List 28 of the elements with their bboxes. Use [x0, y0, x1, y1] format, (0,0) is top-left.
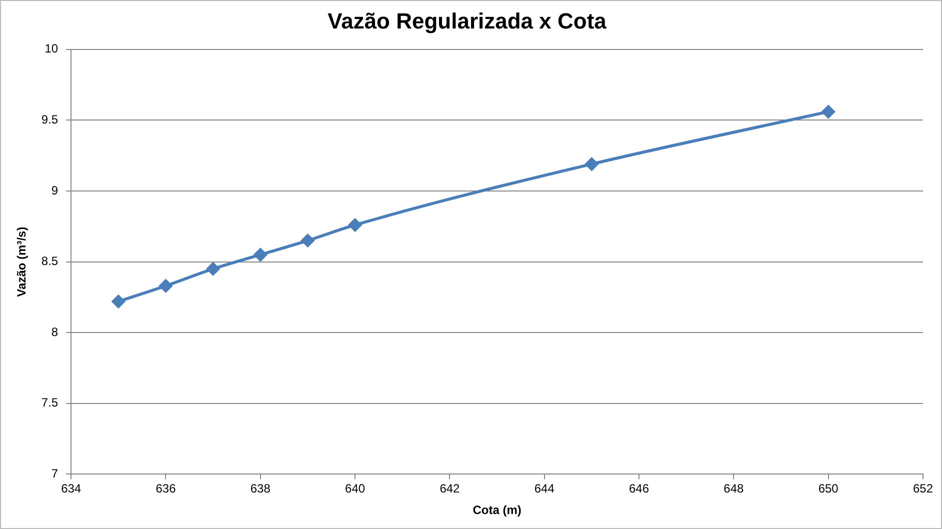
x-tick-label: 642: [440, 482, 460, 496]
point: [301, 234, 314, 248]
x-axis-title: Cota (m): [472, 503, 522, 518]
y-tick-label: 7: [51, 466, 58, 481]
point: [112, 294, 125, 308]
x-tick-label: 652: [912, 482, 934, 496]
y-axis-title: Vazão (m³/s): [14, 226, 29, 297]
x-tick-label: 648: [724, 482, 744, 496]
x-tick-label: 634: [61, 482, 82, 496]
x-tick-label: 646: [629, 482, 650, 496]
y-tick-label: 7.5: [41, 396, 58, 410]
x-tick-label: 636: [156, 482, 176, 496]
point: [585, 158, 598, 171]
x-tick-label: 650: [818, 482, 839, 496]
x-tick-label: 644: [534, 482, 555, 496]
x-tick-label: 640: [345, 482, 366, 496]
y-tick-label: 10: [44, 42, 58, 56]
y-tick-label: 9.5: [41, 112, 58, 127]
y-tick-label: 8: [51, 324, 58, 339]
point: [822, 105, 835, 118]
chart-title: Vazão Regularizada x Cota: [328, 8, 608, 34]
y-tick-label: 8.5: [41, 254, 58, 268]
point: [348, 218, 362, 232]
point: [254, 248, 267, 262]
x-tick-label: 638: [250, 482, 271, 496]
point: [206, 262, 220, 276]
point: [159, 279, 172, 292]
y-tick-label: 9: [51, 183, 58, 198]
